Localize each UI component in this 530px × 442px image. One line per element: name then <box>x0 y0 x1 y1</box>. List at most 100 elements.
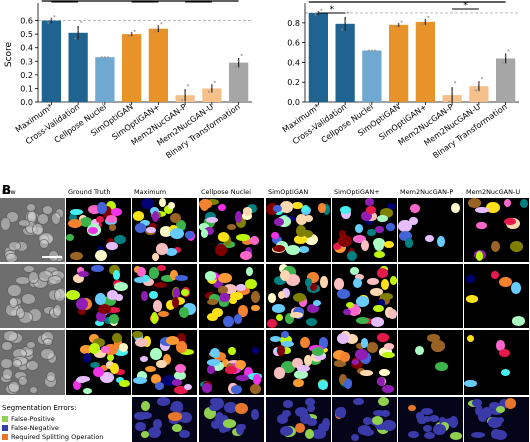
nucleus <box>149 206 159 215</box>
nucleus <box>87 226 99 235</box>
nucleus <box>208 403 220 412</box>
sample-point <box>127 34 130 37</box>
sample-point <box>74 37 77 40</box>
nucleus <box>170 228 185 240</box>
nucleus <box>313 353 327 361</box>
tile-r0-c5 <box>332 198 397 262</box>
nucleus <box>420 407 434 415</box>
y-tick-label: 0.6 <box>20 17 33 26</box>
tile-r1-c6 <box>398 264 463 328</box>
nucleus <box>2 367 13 380</box>
nucleus <box>251 346 260 354</box>
column-label-0: Raw <box>2 188 16 196</box>
nucleus <box>90 264 105 272</box>
nucleus <box>488 417 502 429</box>
nucleus <box>343 378 352 389</box>
nucleus <box>82 388 92 395</box>
nucleus <box>279 334 292 346</box>
nucleus <box>273 367 286 379</box>
legend-item-false-negative: False-Negative <box>2 424 59 432</box>
nucleus <box>466 274 475 284</box>
sample-point <box>80 20 83 23</box>
bar-0 <box>308 12 329 102</box>
nucleus <box>366 206 376 214</box>
nucleus <box>360 240 369 252</box>
nucleus <box>223 283 237 294</box>
nucleus <box>370 317 385 328</box>
nucleus <box>210 360 224 371</box>
nucleus <box>170 269 178 281</box>
nucleus <box>166 335 179 345</box>
nucleus <box>2 330 19 342</box>
nucleus <box>498 277 512 288</box>
nucleus <box>161 274 175 282</box>
column-label-6: Mem2NucGAN-P <box>400 188 454 196</box>
nucleus <box>346 333 358 345</box>
nucleus <box>25 340 36 350</box>
bar-3 <box>121 34 142 103</box>
nucleus <box>236 286 250 296</box>
nucleus <box>511 316 525 326</box>
chart-2: 0.00.20.40.60.8Maximum*Cross-ValidationC… <box>281 1 519 160</box>
false-negative-swatch <box>2 425 8 431</box>
nucleus <box>242 207 253 216</box>
nucleus <box>364 198 375 206</box>
sample-point <box>133 29 136 32</box>
nucleus <box>223 402 237 413</box>
nucleus <box>169 212 182 224</box>
nucleus <box>272 304 286 313</box>
nucleus <box>449 432 463 440</box>
nucleus <box>273 275 287 285</box>
nucleus <box>179 306 190 318</box>
sample-point <box>50 18 53 21</box>
nucleus <box>26 359 39 372</box>
nucleus <box>333 349 347 360</box>
nucleus <box>236 284 246 292</box>
nucleus <box>112 269 121 281</box>
nucleus <box>435 361 448 371</box>
nucleus <box>509 240 524 252</box>
nucleus <box>140 400 150 411</box>
nucleus <box>8 241 22 252</box>
nucleus <box>95 215 105 224</box>
nucleus <box>106 241 118 250</box>
nucleus <box>251 290 261 303</box>
nucleus <box>276 313 284 321</box>
nucleus <box>115 369 125 376</box>
nucleus <box>172 424 183 433</box>
nucleus <box>277 290 285 299</box>
sample-point <box>207 90 210 93</box>
nucleus <box>491 271 499 280</box>
sample-point <box>394 25 397 28</box>
legend-label-splitting: Required Splitting Operation <box>11 433 104 441</box>
significance-star: * <box>196 0 201 4</box>
tile-r3-c4 <box>266 397 331 442</box>
nucleus <box>304 398 315 406</box>
nucleus <box>504 199 512 208</box>
nucleus <box>410 203 420 213</box>
nucleus <box>46 371 56 383</box>
nucleus <box>472 398 483 407</box>
nucleus <box>112 332 122 343</box>
nucleus <box>297 365 311 373</box>
nucleus <box>105 215 118 223</box>
nucleus <box>490 241 500 253</box>
nucleus <box>174 246 182 254</box>
nucleus <box>360 369 373 377</box>
tile-r3-c5 <box>332 397 397 442</box>
nucleus <box>234 360 247 369</box>
nucleus <box>236 424 245 435</box>
nucleus <box>203 226 215 236</box>
nucleus <box>299 413 312 425</box>
nucleus <box>207 359 221 366</box>
nucleus <box>142 274 151 282</box>
tile-r0-c7 <box>464 198 529 262</box>
y-tick-label: 0.8 <box>287 19 300 28</box>
nucleus <box>104 344 118 355</box>
nucleus <box>388 308 397 319</box>
nucleus <box>87 204 102 214</box>
nucleus <box>114 235 126 245</box>
nucleus <box>38 239 50 250</box>
nucleus <box>161 375 176 387</box>
nucleus <box>352 278 363 289</box>
